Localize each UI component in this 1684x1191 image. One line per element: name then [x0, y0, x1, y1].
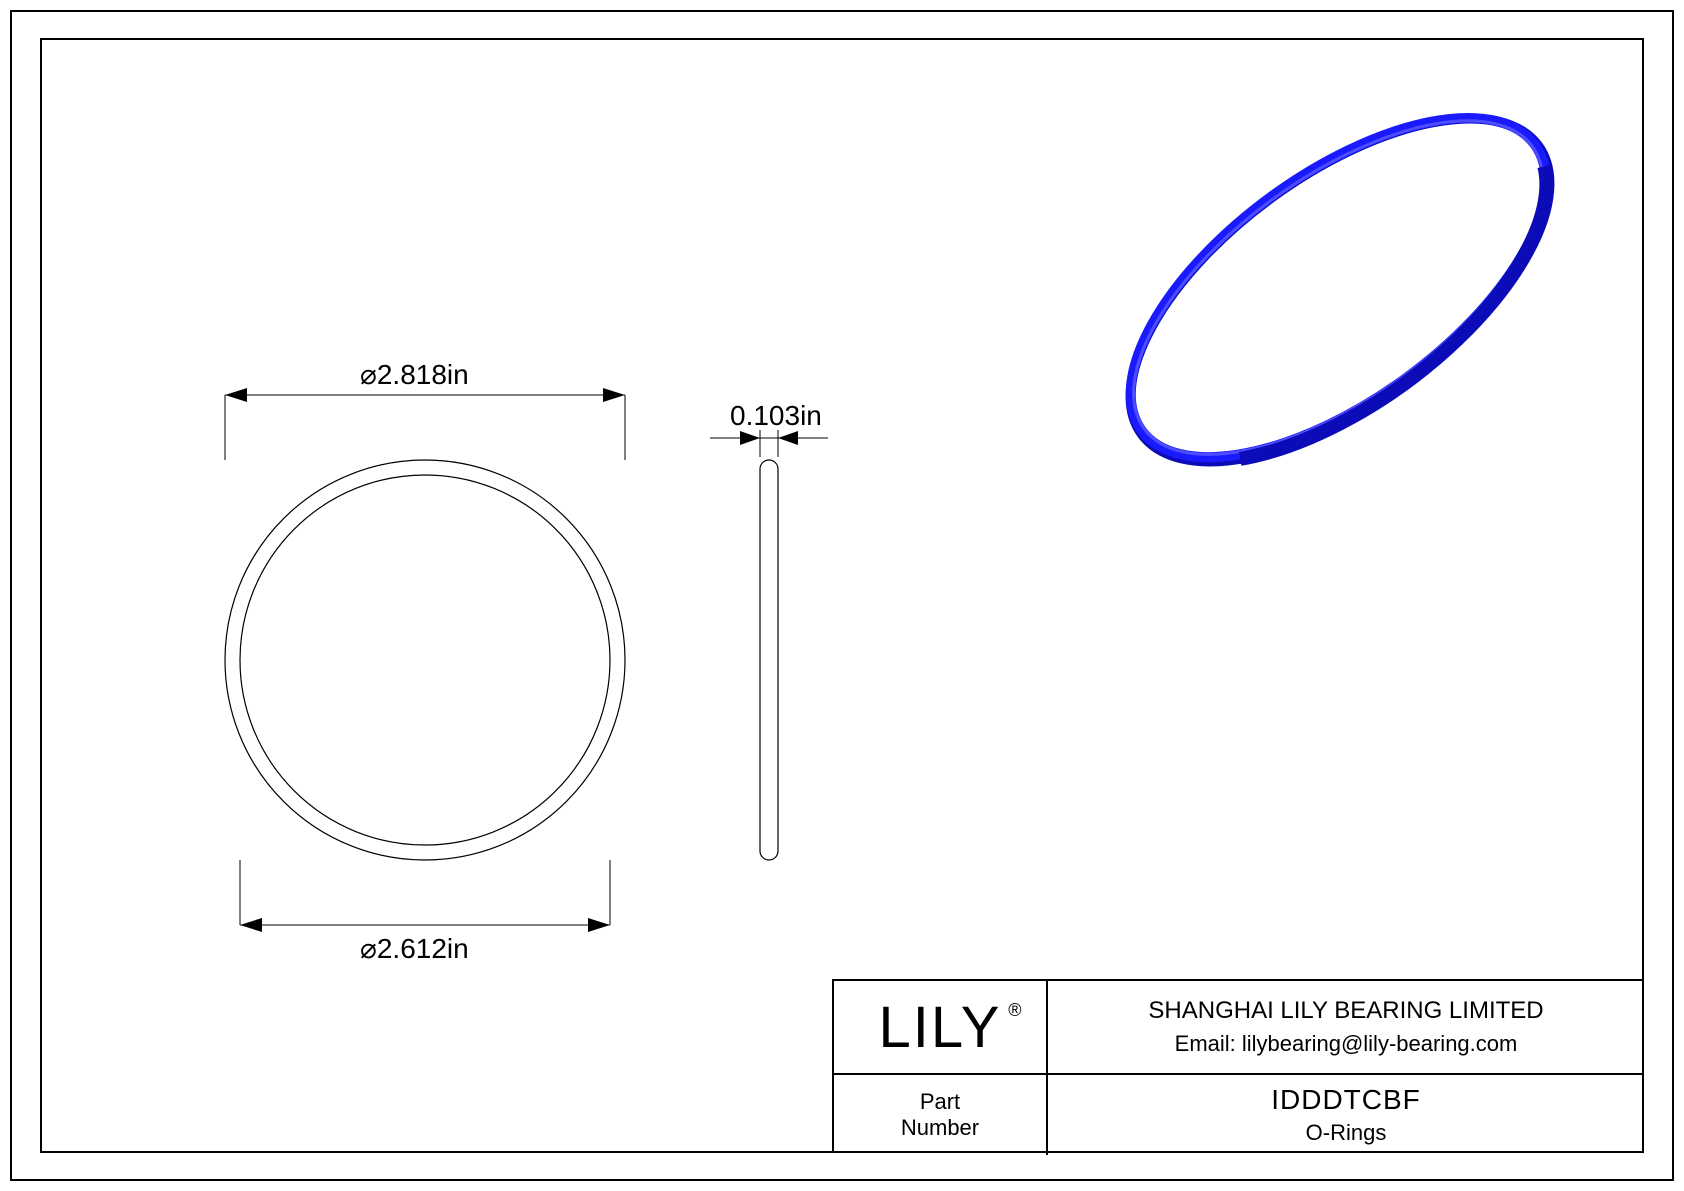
company-email: Email: lilybearing@lily-bearing.com: [1175, 1031, 1518, 1057]
title-block: LILY® SHANGHAI LILY BEARING LIMITED Emai…: [832, 979, 1644, 1153]
dim-thickness-value: 0.103in: [730, 400, 822, 431]
dim-thickness: 0.103in: [730, 400, 822, 432]
dim-inner-diameter: ⌀2.612in: [360, 932, 469, 965]
part-number-value: IDDDTCBF: [1271, 1084, 1421, 1116]
company-name: SHANGHAI LILY BEARING LIMITED: [1148, 997, 1543, 1025]
dim-outer-value: 2.818in: [377, 359, 469, 390]
dim-inner-value: 2.612in: [377, 933, 469, 964]
logo-text: LILY: [878, 995, 1001, 1060]
part-label-line2: Number: [901, 1115, 979, 1140]
diameter-symbol: ⌀: [360, 933, 377, 964]
company-logo: LILY®: [878, 994, 1001, 1061]
part-label-line1: Part: [920, 1089, 960, 1114]
dim-outer-diameter: ⌀2.818in: [360, 358, 469, 391]
part-number-label: Part Number: [901, 1089, 979, 1142]
part-description: O-Rings: [1306, 1120, 1387, 1146]
diameter-symbol: ⌀: [360, 359, 377, 390]
registered-icon: ®: [1008, 1000, 1023, 1021]
